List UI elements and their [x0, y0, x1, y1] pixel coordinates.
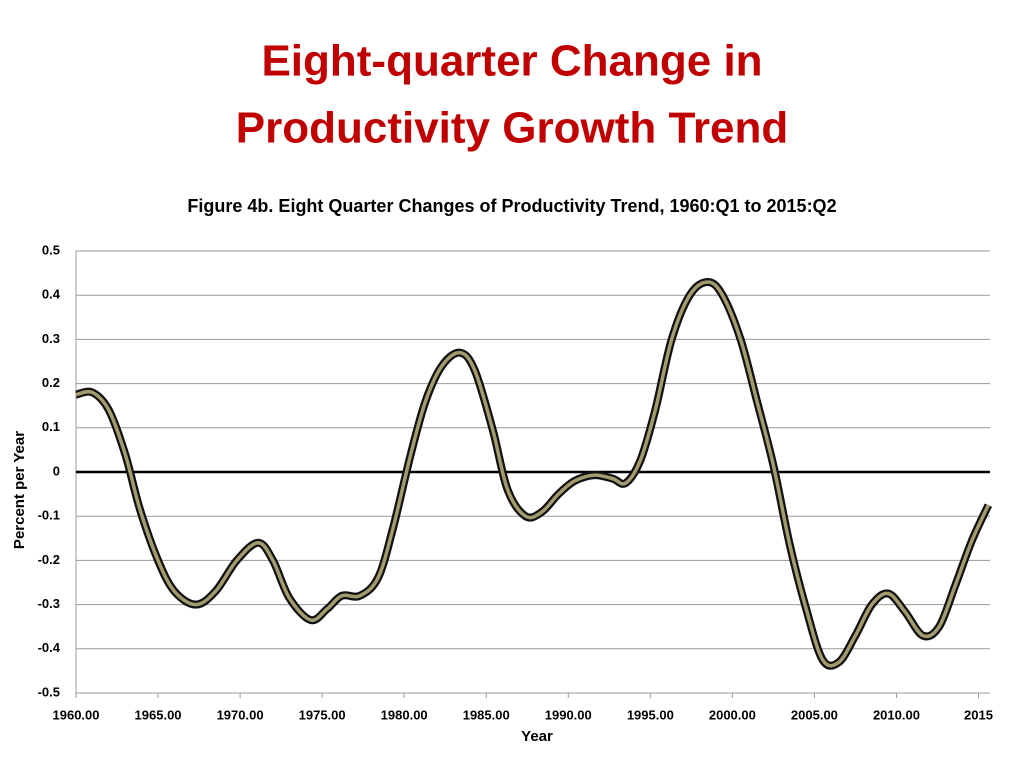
y-tick-label: 0.3 — [42, 331, 60, 346]
chart-title: Eight-quarter Change in — [261, 37, 762, 86]
x-tick-label: 2000.00 — [709, 707, 756, 722]
x-tick-label: 1995.00 — [627, 707, 674, 722]
y-tick-label: 0.2 — [42, 375, 60, 390]
x-tick-label: 1985.00 — [463, 707, 510, 722]
y-tick-label: 0.4 — [42, 287, 61, 302]
y-tick-label: -0.2 — [38, 552, 60, 567]
line — [75, 280, 990, 668]
x-tick-label: 1960.00 — [53, 707, 100, 722]
y-tick-label: -0.5 — [38, 684, 60, 699]
y-tick-label: 0.5 — [42, 242, 60, 257]
y-tick-label: 0.1 — [42, 419, 60, 434]
x-tick-label: 2005.00 — [791, 707, 838, 722]
x-axis-label: Year — [521, 728, 553, 745]
y-tick-label: -0.1 — [38, 508, 60, 523]
x-tick-label: 2010.00 — [873, 707, 920, 722]
x-tick-label: 1970.00 — [217, 707, 264, 722]
y-axis-label: Percent per Year — [11, 431, 28, 549]
y-tick-label: 0 — [53, 463, 60, 478]
chart-title: Productivity Growth Trend — [236, 104, 789, 153]
y-tick-label: -0.4 — [38, 640, 61, 655]
chart-subtitle: Figure 4b. Eight Quarter Changes of Prod… — [187, 196, 836, 216]
y-tick-label: -0.3 — [38, 596, 60, 611]
x-tick-label: 1990.00 — [545, 707, 592, 722]
x-tick-label: 1975.00 — [299, 707, 346, 722]
x-tick-label: 1965.00 — [135, 707, 182, 722]
x-tick-label: 1980.00 — [381, 707, 428, 722]
x-tick-label: 2015 — [964, 707, 993, 722]
